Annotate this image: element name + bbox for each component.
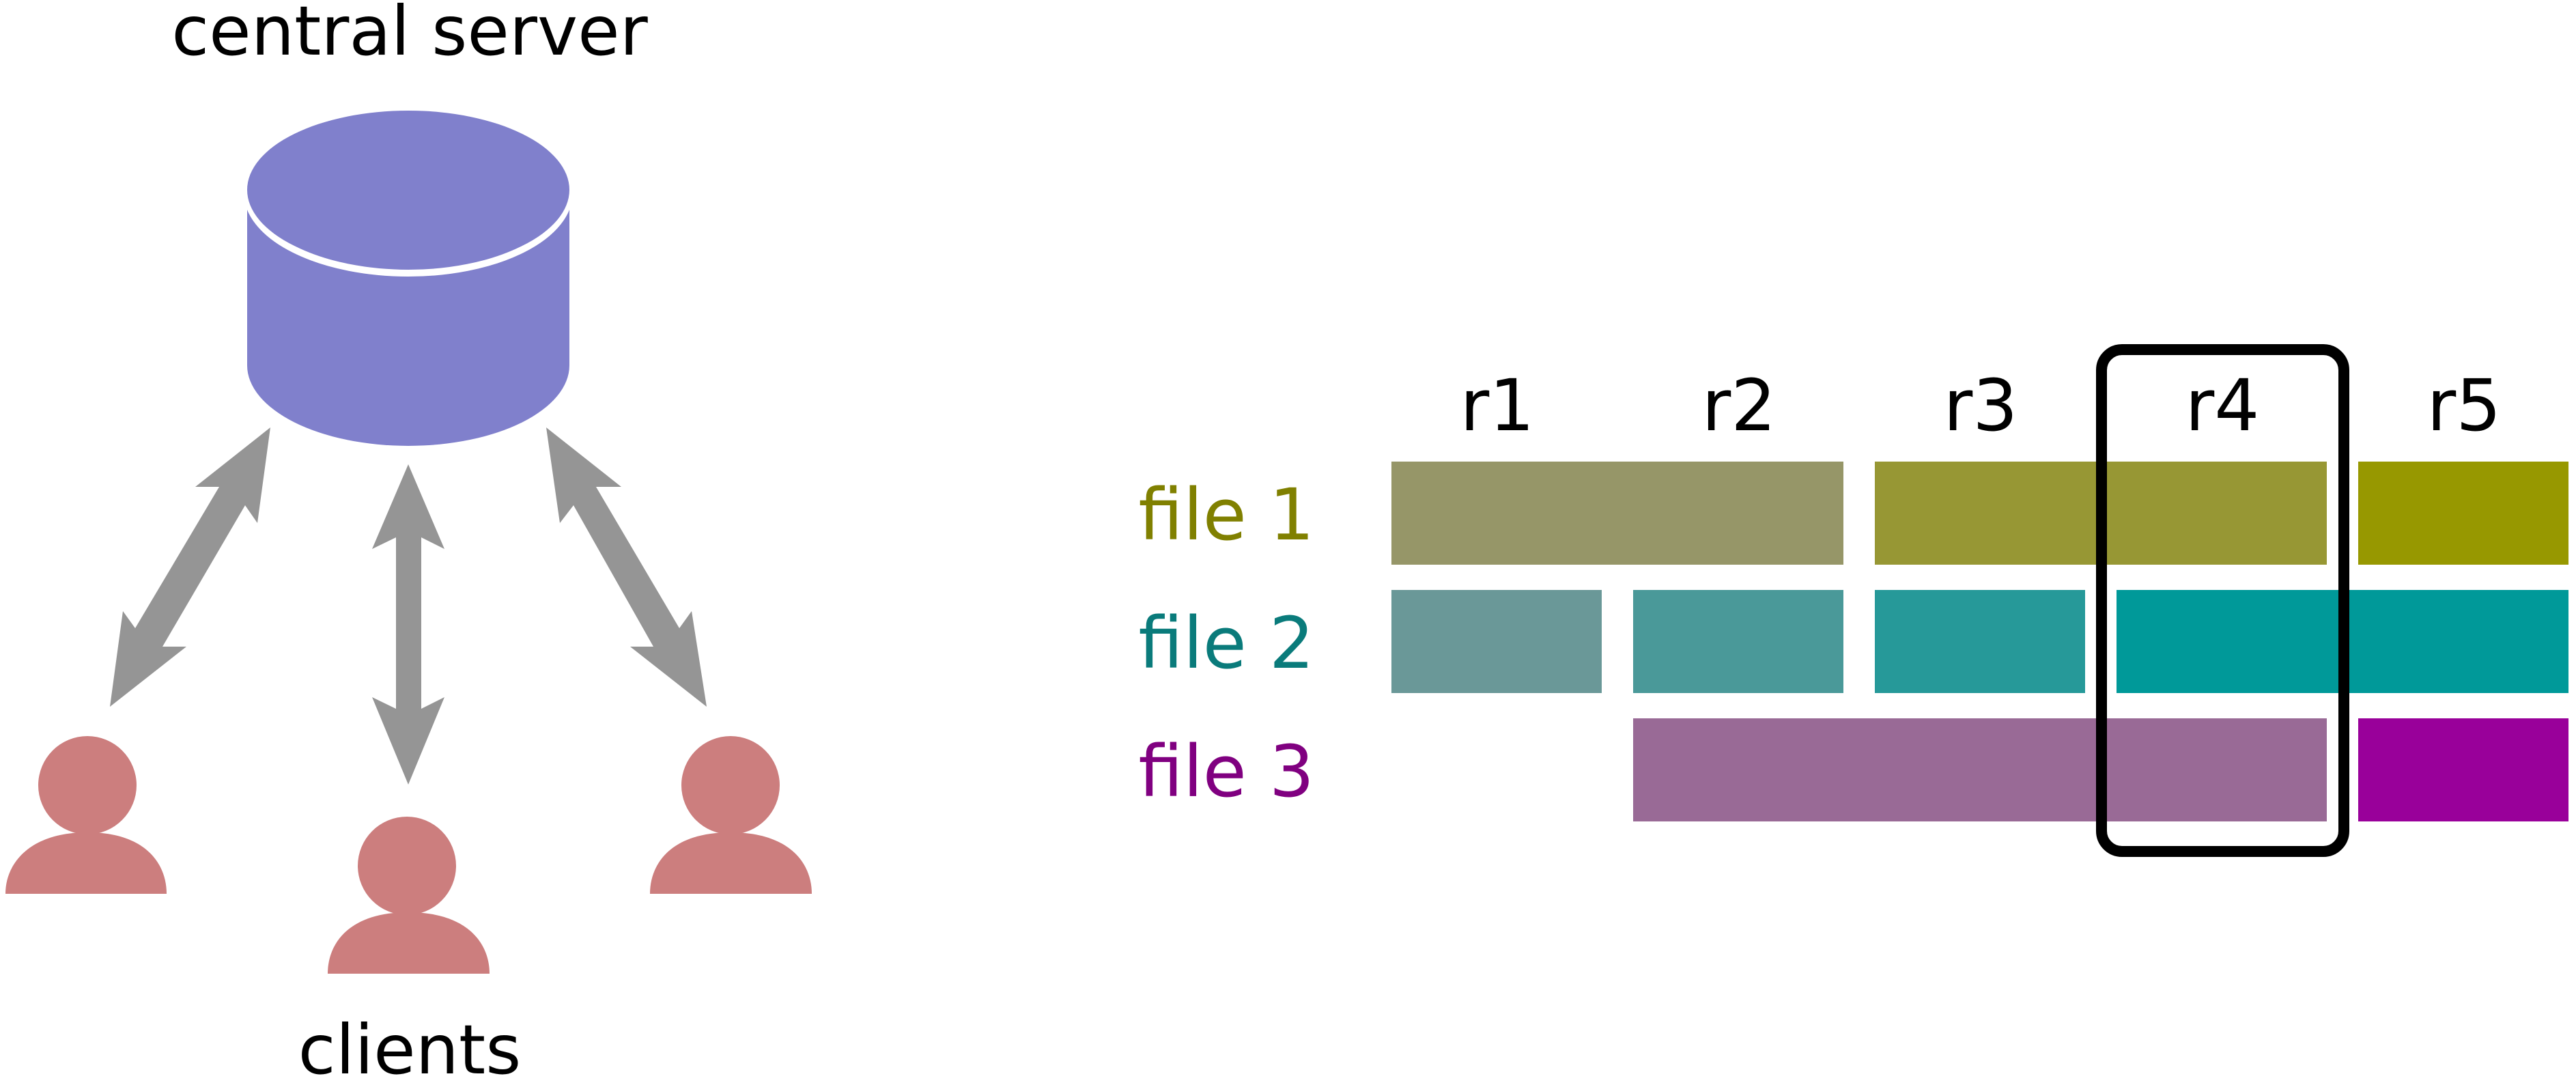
revision-grid: r1 r2 r3 r4 r5 file 1 file 2 file 3 [1138,344,2568,857]
client-center-person-icon [328,817,490,974]
clients-label: clients [298,1010,522,1085]
revision-label-r4: r4 [2185,364,2260,447]
revision-label-r1: r1 [1460,364,1535,447]
central-server-label: central server [171,0,648,71]
arrow-center-double-icon [372,464,444,785]
arrow-left-double-icon [110,427,270,707]
file-3-segment-r2-r3-r4 [1633,718,2327,821]
revision-label-r5: r5 [2427,364,2502,447]
file-labels: file 1 file 2 file 3 [1138,473,1314,813]
file-2-segment-r3 [1875,590,2085,693]
file-label-1: file 1 [1138,473,1314,556]
file-segments [1391,462,2568,821]
revision-headers: r1 r2 r3 r4 r5 [1460,364,2502,447]
file-1-segment-r1-r2 [1391,462,1843,565]
arrow-right-double-icon [546,427,707,707]
database-cylinder-icon [244,109,573,446]
file-label-3: file 3 [1138,730,1314,813]
file-2-segment-r2 [1633,590,1843,693]
file-label-2: file 2 [1138,602,1314,685]
revision-label-r3: r3 [1944,364,2018,447]
highlighted-revision-r4-box [2096,344,2349,857]
file-2-segment-r1 [1391,590,1602,693]
central-server-diagram: central server clients [5,0,812,1085]
file-1-segment-r5 [2358,462,2568,565]
revision-label-r2: r2 [1702,364,1777,447]
file-3-segment-r5 [2358,718,2568,821]
client-left-person-icon [5,736,167,894]
client-right-person-icon [650,736,812,894]
